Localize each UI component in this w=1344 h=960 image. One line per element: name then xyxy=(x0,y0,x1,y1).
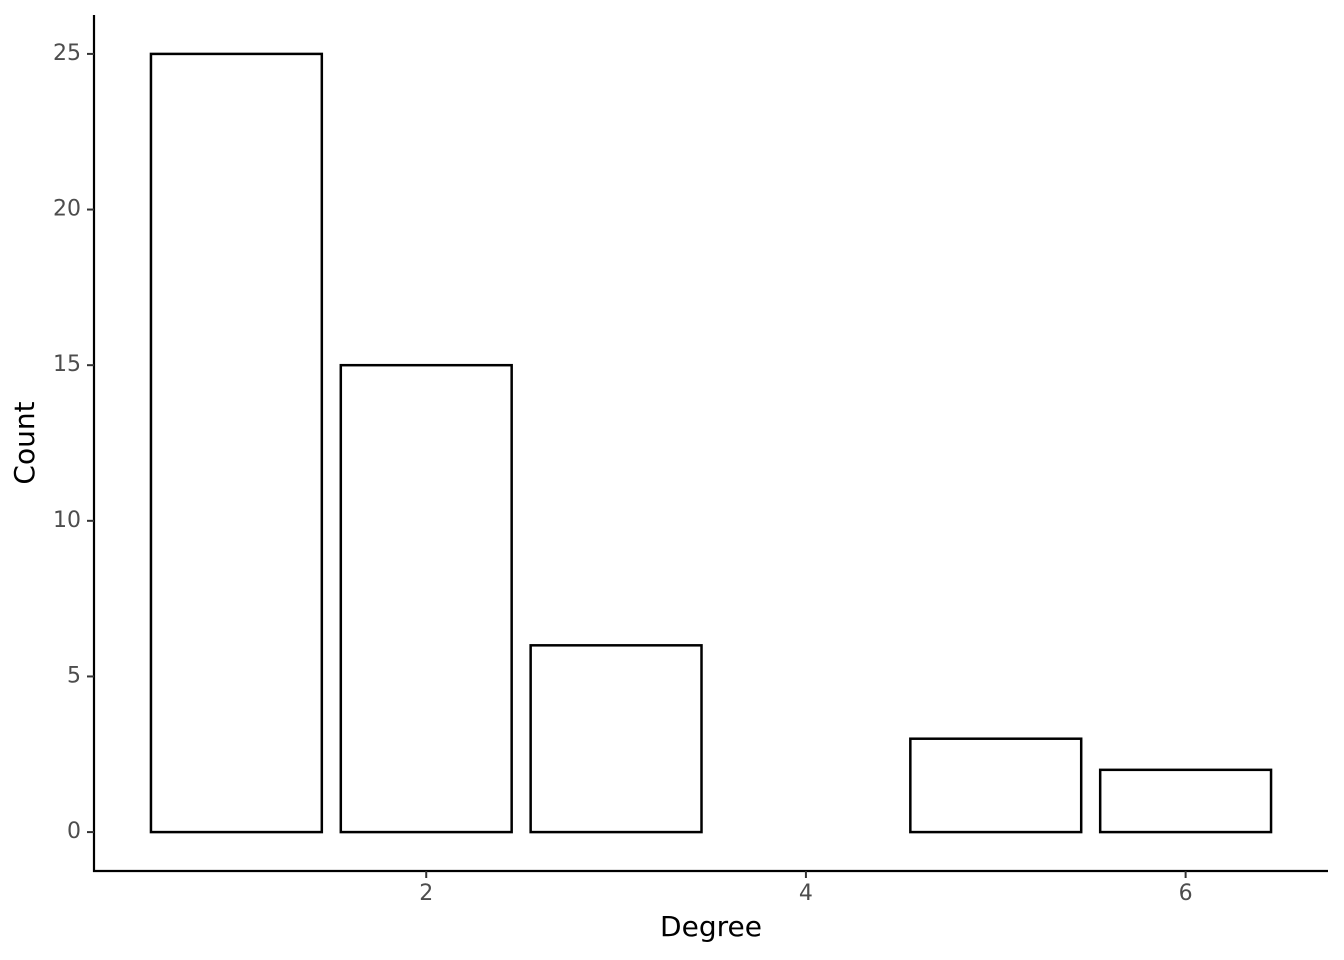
y-tick-label: 10 xyxy=(53,508,81,533)
x-tick-label: 2 xyxy=(419,881,433,906)
x-tick-label: 6 xyxy=(1179,881,1193,906)
x-axis-title: Degree xyxy=(660,910,762,943)
y-tick-label: 25 xyxy=(53,41,81,66)
bar xyxy=(339,363,513,834)
bar xyxy=(149,52,324,834)
y-tick-label: 5 xyxy=(67,663,81,688)
bar xyxy=(529,644,703,834)
y-tick-label: 20 xyxy=(53,197,81,222)
bar xyxy=(909,737,1083,834)
y-axis-title: Count xyxy=(8,401,41,484)
x-tick-label: 4 xyxy=(799,881,813,906)
bar xyxy=(1098,768,1273,834)
y-tick-label: 0 xyxy=(67,819,81,844)
y-tick-label: 15 xyxy=(53,352,81,377)
